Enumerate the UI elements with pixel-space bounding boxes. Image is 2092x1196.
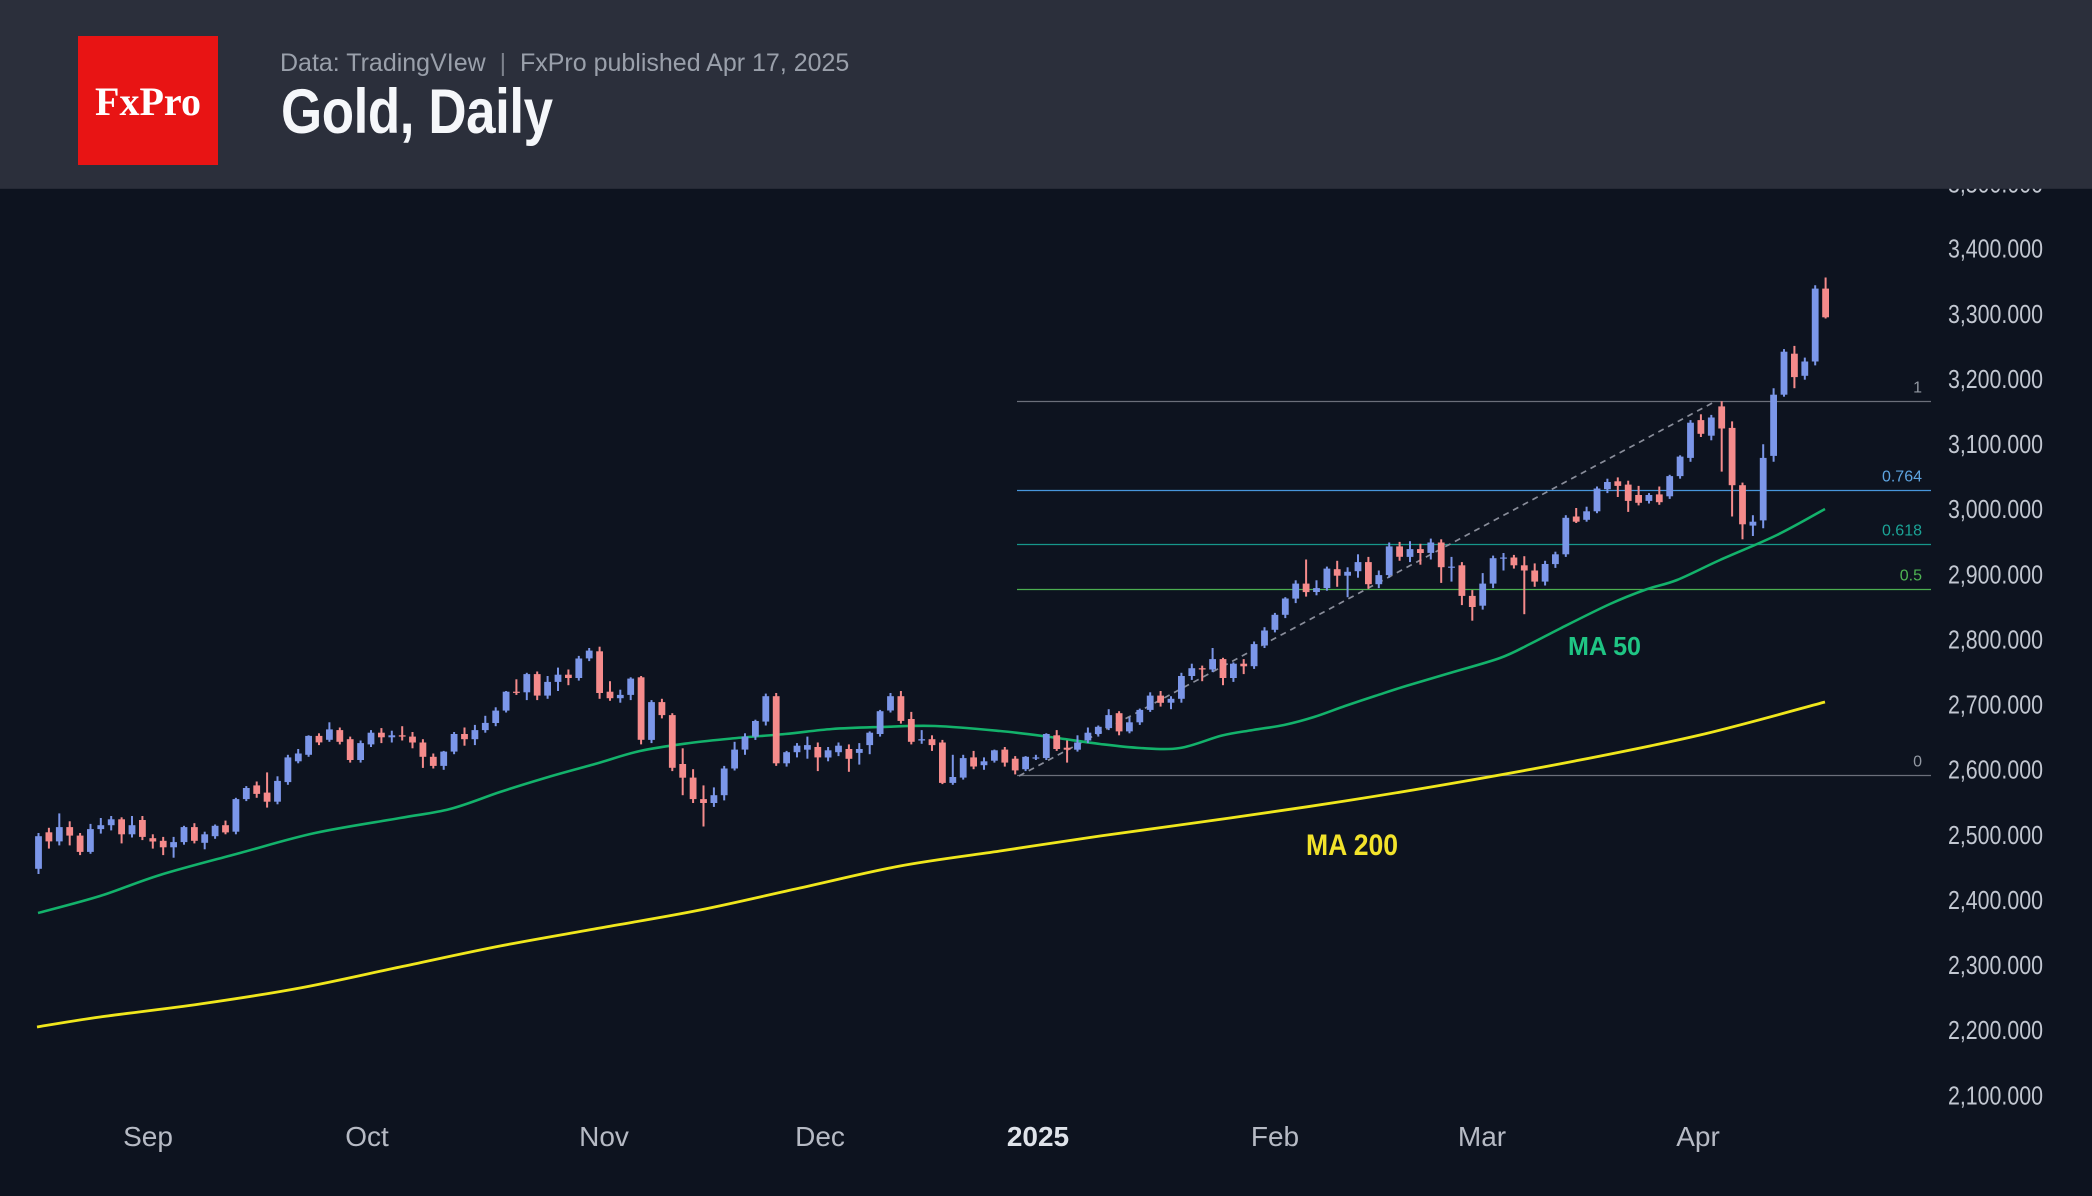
svg-text:3,300.000: 3,300.000 [1948, 299, 2043, 329]
svg-text:3,200.000: 3,200.000 [1948, 364, 2043, 394]
svg-text:Dec: Dec [795, 1121, 845, 1152]
svg-text:2,900.000: 2,900.000 [1948, 559, 2043, 589]
svg-text:Nov: Nov [579, 1121, 629, 1152]
svg-text:MA 50: MA 50 [1568, 631, 1641, 661]
svg-text:2,600.000: 2,600.000 [1948, 755, 2043, 785]
svg-text:Apr: Apr [1676, 1121, 1720, 1152]
svg-text:0.618: 0.618 [1882, 523, 1922, 540]
svg-text:3,000.000: 3,000.000 [1948, 494, 2043, 524]
svg-text:3,100.000: 3,100.000 [1948, 429, 2043, 459]
svg-text:Data: TradingVIew | FxPro pu: Data: TradingVIew | FxPro published Apr … [280, 49, 849, 77]
svg-text:2,500.000: 2,500.000 [1948, 820, 2043, 850]
svg-text:Sep: Sep [123, 1121, 173, 1152]
svg-text:Feb: Feb [1251, 1121, 1299, 1152]
svg-text:0: 0 [1913, 754, 1922, 771]
svg-text:2,700.000: 2,700.000 [1948, 690, 2043, 720]
svg-text:2,800.000: 2,800.000 [1948, 624, 2043, 654]
svg-text:Mar: Mar [1458, 1121, 1506, 1152]
svg-text:2,200.000: 2,200.000 [1948, 1015, 2043, 1045]
svg-text:1: 1 [1913, 380, 1922, 397]
svg-text:2,100.000: 2,100.000 [1948, 1080, 2043, 1110]
svg-text:0.5: 0.5 [1900, 568, 1922, 585]
svg-text:2,300.000: 2,300.000 [1948, 950, 2043, 980]
svg-text:3,400.000: 3,400.000 [1948, 234, 2043, 264]
svg-text:2,400.000: 2,400.000 [1948, 885, 2043, 915]
svg-text:2025: 2025 [1007, 1121, 1069, 1152]
svg-text:0.764: 0.764 [1882, 469, 1922, 486]
svg-text:Gold, Daily: Gold, Daily [281, 77, 554, 147]
svg-text:MA 200: MA 200 [1306, 829, 1398, 862]
svg-text:FxPro: FxPro [95, 79, 201, 124]
svg-text:Oct: Oct [345, 1121, 389, 1152]
